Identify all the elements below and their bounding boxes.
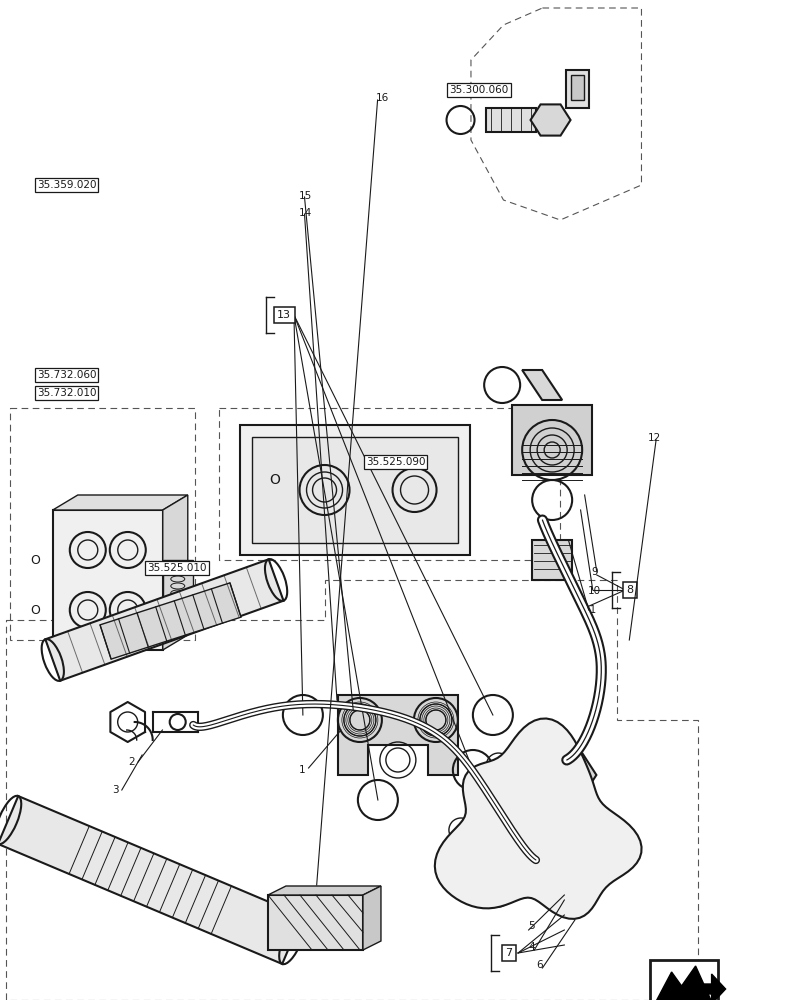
Polygon shape (653, 966, 713, 1000)
Text: 35.732.060: 35.732.060 (36, 370, 97, 380)
Polygon shape (512, 405, 591, 475)
Text: 9: 9 (590, 567, 597, 577)
Text: 3: 3 (112, 785, 118, 795)
Polygon shape (100, 583, 241, 659)
Polygon shape (695, 974, 725, 1000)
Polygon shape (268, 886, 380, 895)
Polygon shape (570, 75, 583, 100)
Text: 10: 10 (587, 586, 600, 596)
Text: 13: 13 (277, 310, 291, 320)
Polygon shape (45, 559, 283, 681)
Text: 35.359.020: 35.359.020 (36, 180, 97, 190)
Polygon shape (363, 886, 380, 950)
Text: 2: 2 (128, 757, 135, 767)
Text: O: O (268, 473, 280, 487)
Text: O: O (30, 603, 40, 616)
Polygon shape (521, 370, 561, 400)
Polygon shape (485, 108, 535, 132)
Polygon shape (53, 495, 187, 510)
Text: 14: 14 (298, 208, 311, 218)
Text: 8: 8 (626, 585, 633, 595)
Polygon shape (540, 753, 595, 797)
Text: O: O (30, 554, 40, 566)
Polygon shape (530, 104, 570, 136)
Polygon shape (649, 960, 717, 1000)
Polygon shape (162, 495, 187, 650)
Polygon shape (0, 796, 302, 964)
Text: 5: 5 (528, 921, 534, 931)
Polygon shape (268, 895, 363, 950)
Polygon shape (531, 540, 572, 580)
Text: 4: 4 (528, 942, 534, 952)
Text: 35.525.090: 35.525.090 (365, 457, 425, 467)
Text: 35.525.010: 35.525.010 (147, 563, 207, 573)
Text: 15: 15 (298, 191, 311, 201)
Polygon shape (337, 695, 457, 775)
Text: 1: 1 (298, 765, 305, 775)
Polygon shape (564, 70, 588, 108)
Text: 35.300.060: 35.300.060 (449, 85, 508, 95)
Polygon shape (251, 437, 457, 543)
Text: 6: 6 (535, 960, 542, 970)
Text: 35.732.010: 35.732.010 (36, 388, 97, 398)
Text: 7: 7 (505, 948, 512, 958)
Polygon shape (53, 510, 162, 650)
Text: 12: 12 (647, 433, 660, 443)
Text: 16: 16 (375, 93, 388, 103)
Polygon shape (162, 560, 192, 600)
Text: 11: 11 (583, 605, 596, 615)
Polygon shape (239, 425, 469, 555)
Polygon shape (434, 718, 641, 919)
